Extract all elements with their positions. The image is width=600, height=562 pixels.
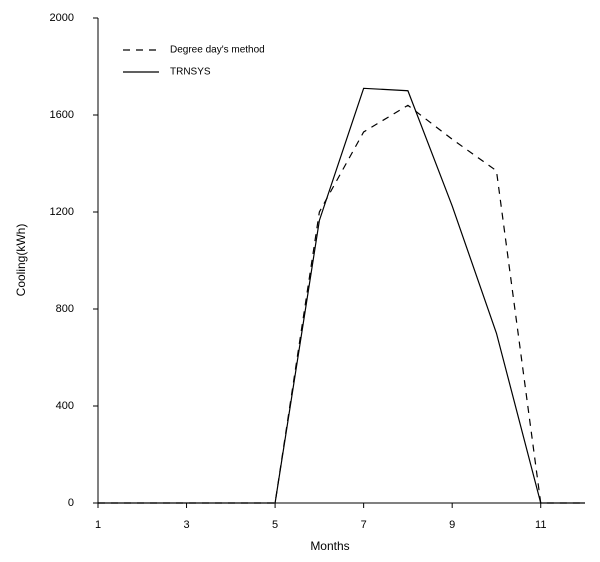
y-axis-label: Cooling(kWh) bbox=[14, 224, 28, 297]
legend-label: TRNSYS bbox=[170, 67, 211, 78]
x-tick-label: 7 bbox=[361, 519, 367, 531]
x-axis-label: Months bbox=[310, 539, 349, 553]
x-tick-label: 1 bbox=[95, 519, 101, 531]
x-tick-label: 5 bbox=[272, 519, 278, 531]
y-tick-label: 1200 bbox=[50, 206, 74, 218]
series-line bbox=[98, 104, 585, 504]
y-tick-label: 800 bbox=[56, 303, 74, 315]
x-tick-label: 11 bbox=[535, 519, 546, 531]
y-tick-label: 0 bbox=[68, 497, 74, 509]
series-line bbox=[98, 87, 585, 504]
legend-label: Degree day's method bbox=[170, 45, 265, 56]
y-tick-label: 2000 bbox=[50, 12, 74, 24]
y-tick-label: 400 bbox=[56, 400, 74, 412]
x-tick-label: 3 bbox=[183, 519, 189, 531]
x-tick-label: 9 bbox=[449, 519, 455, 531]
y-tick-label: 1600 bbox=[50, 109, 74, 121]
